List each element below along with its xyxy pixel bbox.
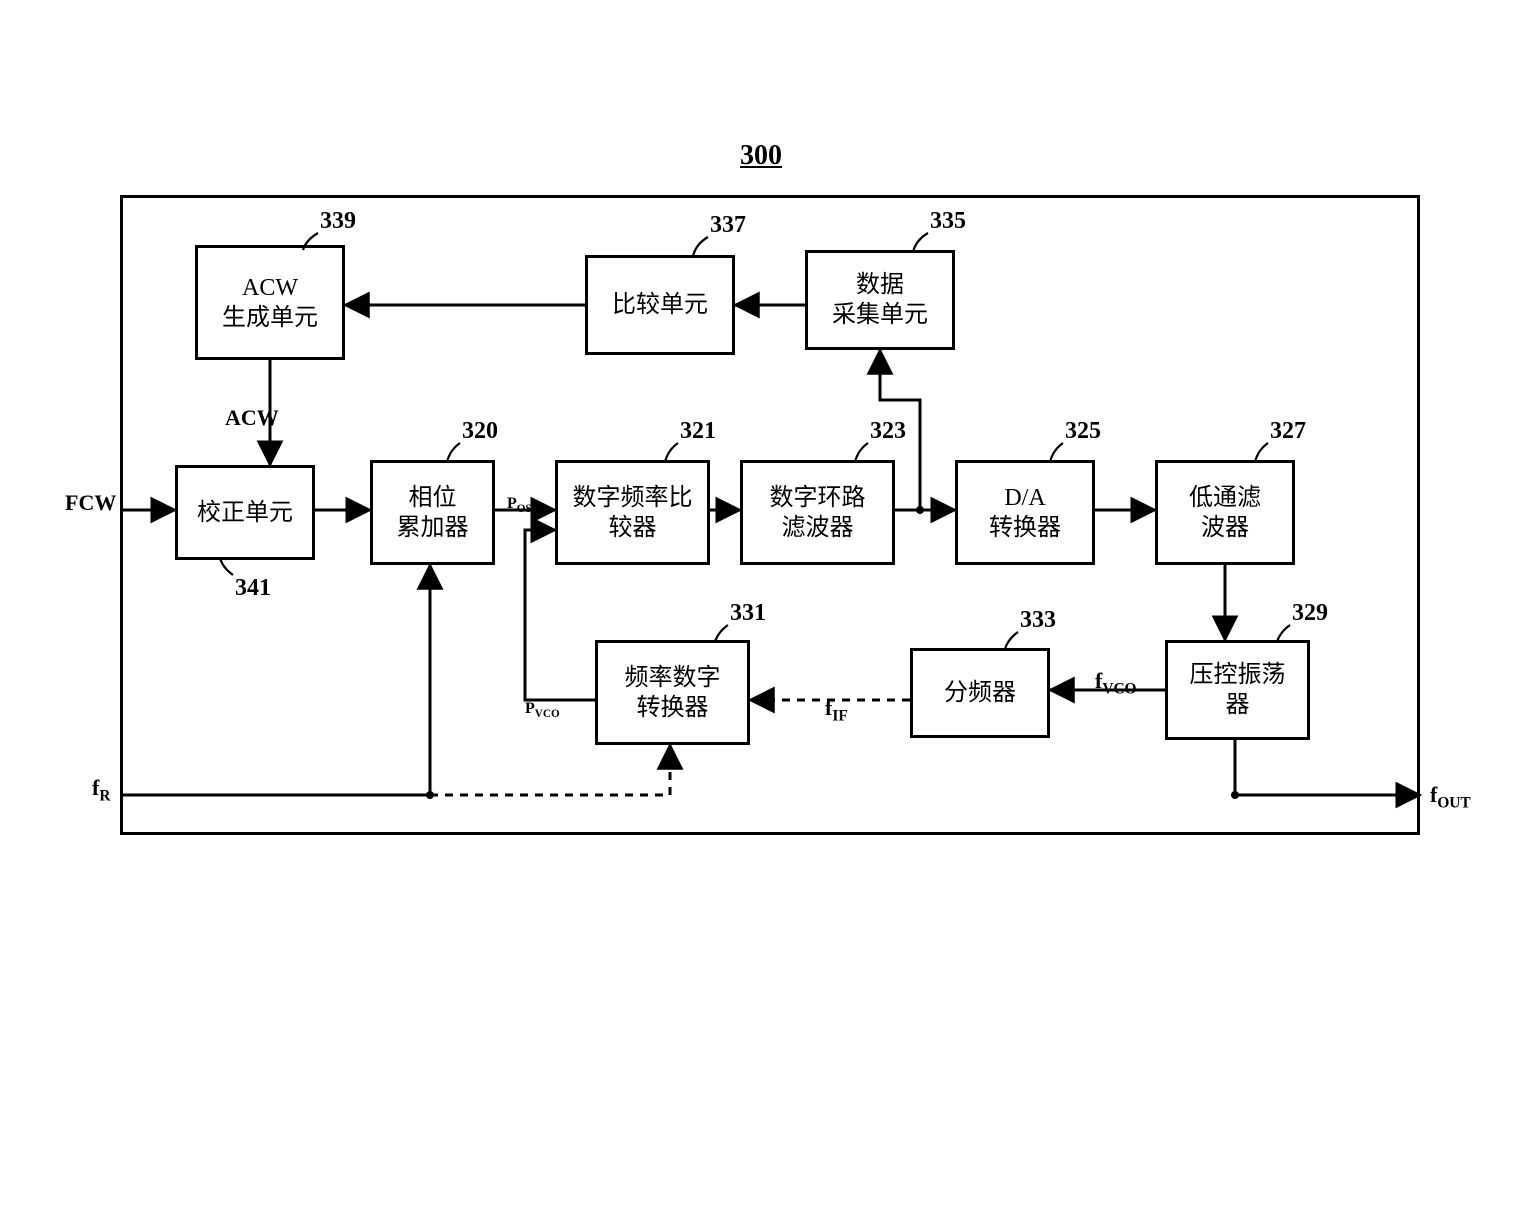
block-label: D/A 转换器 <box>989 483 1061 543</box>
label-fout: fOUT <box>1430 782 1471 812</box>
ref-337: 337 <box>710 212 746 239</box>
ref-320: 320 <box>462 418 498 445</box>
label-posc: POSC <box>507 495 540 515</box>
block-compare: 比较单元 <box>585 255 735 355</box>
ref-331: 331 <box>730 600 766 627</box>
ref-325: 325 <box>1065 418 1101 445</box>
ref-329: 329 <box>1292 600 1328 627</box>
block-label: 低通滤 波器 <box>1189 483 1261 543</box>
label-fvco: fVCO <box>1095 668 1137 698</box>
block-label: 频率数字 转换器 <box>625 663 721 723</box>
block-dac: D/A 转换器 <box>955 460 1095 565</box>
label-fcw: FCW <box>65 490 116 516</box>
block-label: 数字频率比 较器 <box>573 483 693 543</box>
block-acw-gen: ACW 生成单元 <box>195 245 345 360</box>
block-dlf: 数字环路 滤波器 <box>740 460 895 565</box>
block-divider: 分频器 <box>910 648 1050 738</box>
block-fdc: 频率数字 转换器 <box>595 640 750 745</box>
block-corr: 校正单元 <box>175 465 315 560</box>
diagram-canvas: 300 ACW 生成单元 比较单元 数据 采集单元 校正单元 相位 累加器 数字… <box>0 0 1539 1229</box>
block-label: 相位 累加器 <box>397 483 469 543</box>
ref-339: 339 <box>320 208 356 235</box>
block-label: ACW 生成单元 <box>222 273 318 333</box>
label-fr: fR <box>92 775 110 805</box>
ref-335: 335 <box>930 208 966 235</box>
block-label: 分频器 <box>944 678 1016 708</box>
block-label: 数据 采集单元 <box>832 270 928 330</box>
block-phase-acc: 相位 累加器 <box>370 460 495 565</box>
block-label: 数字环路 滤波器 <box>770 483 866 543</box>
block-vco: 压控振荡 器 <box>1165 640 1310 740</box>
block-data-acq: 数据 采集单元 <box>805 250 955 350</box>
block-label: 压控振荡 器 <box>1190 660 1286 720</box>
block-dfc: 数字频率比 较器 <box>555 460 710 565</box>
ref-323: 323 <box>870 418 906 445</box>
label-acw: ACW <box>225 405 279 431</box>
ref-341: 341 <box>235 575 271 602</box>
block-label: 校正单元 <box>197 498 293 528</box>
figure-number: 300 <box>740 140 782 172</box>
label-fif: fIF <box>825 695 848 725</box>
block-label: 比较单元 <box>612 290 708 320</box>
ref-321: 321 <box>680 418 716 445</box>
block-lpf: 低通滤 波器 <box>1155 460 1295 565</box>
ref-333: 333 <box>1020 607 1056 634</box>
label-pvco: PVCO <box>525 700 560 720</box>
ref-327: 327 <box>1270 418 1306 445</box>
